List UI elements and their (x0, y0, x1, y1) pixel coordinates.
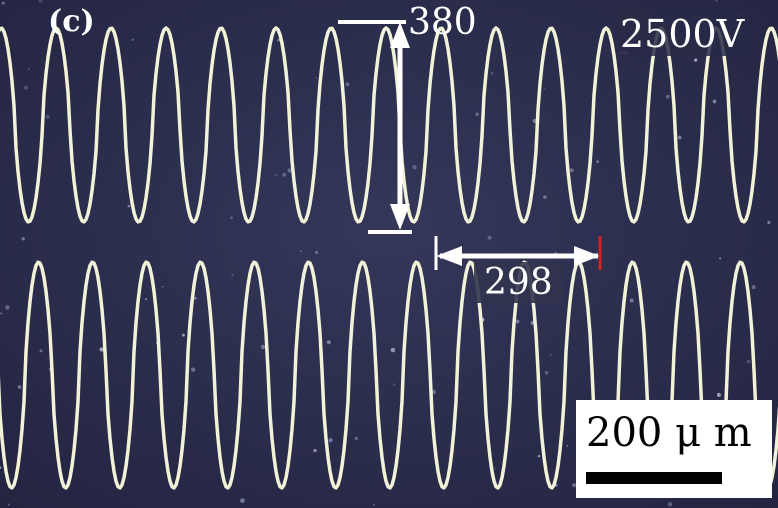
speckle (569, 168, 574, 173)
speckle (5, 305, 10, 310)
speckle (274, 174, 277, 177)
speckle (21, 237, 25, 241)
speckle (629, 298, 634, 303)
speckle (0, 312, 3, 315)
scale-bar-text: 200 μ m (586, 410, 752, 456)
speckle (231, 274, 234, 277)
speckle (677, 135, 682, 140)
speckle (543, 195, 547, 199)
speckle (328, 438, 333, 443)
speckle (1, 1, 5, 5)
speckle (596, 160, 599, 164)
speckle (287, 168, 292, 173)
speckle (767, 220, 771, 225)
speckle (127, 204, 131, 208)
speckle (260, 344, 266, 350)
speckle (390, 347, 396, 353)
speckle (412, 165, 417, 170)
speckle (667, 502, 673, 507)
speckle (99, 347, 104, 352)
speckle (45, 114, 50, 119)
speckle (694, 58, 698, 62)
speckle (194, 296, 197, 300)
scale-bar (586, 472, 722, 484)
speckle (27, 68, 30, 70)
speckle (240, 498, 245, 503)
speckle (39, 349, 43, 353)
speckle (7, 503, 11, 506)
panel-label: (c) (48, 4, 95, 39)
speckle (161, 285, 164, 288)
speckle (490, 71, 494, 75)
speckle (181, 333, 185, 337)
speckle (716, 392, 721, 397)
voltage-label: 2500V (616, 12, 749, 56)
speckle (746, 359, 751, 364)
speckle (712, 99, 717, 104)
horizontal-dimension-arrow (434, 236, 602, 270)
speckle (354, 436, 359, 441)
speckle (373, 504, 375, 506)
speckle (23, 85, 28, 90)
speckle (543, 88, 546, 90)
speckle (190, 367, 196, 372)
speckle (230, 216, 233, 219)
speckle (345, 82, 350, 87)
speckle (566, 445, 569, 447)
speckle (144, 298, 148, 301)
speckle (751, 285, 756, 290)
speckle (487, 235, 492, 240)
speckle (515, 319, 520, 324)
speckle (315, 77, 318, 79)
speckle (537, 455, 541, 458)
speckle (326, 340, 331, 345)
speckle (719, 257, 722, 260)
speckle (282, 172, 287, 177)
vertical-dimension-arrow (338, 20, 412, 234)
speckle (277, 38, 280, 42)
speckle (665, 94, 670, 99)
speckle (572, 483, 577, 488)
speckle (131, 38, 134, 41)
scale-bar-box: 200 μ m (576, 400, 772, 498)
speckle (17, 385, 22, 389)
speckle (392, 383, 396, 386)
speckle (0, 466, 2, 469)
speckle (475, 112, 479, 116)
speckle (300, 250, 302, 253)
vertical-dimension-label: 380 (408, 2, 477, 43)
speckle (315, 250, 319, 255)
speckle (549, 353, 552, 356)
horizontal-dimension-label: 298 (474, 262, 563, 303)
speckle (494, 467, 497, 470)
speckle (544, 370, 549, 375)
speckle (313, 448, 317, 453)
speckle (715, 0, 718, 2)
speckle (38, 0, 43, 3)
